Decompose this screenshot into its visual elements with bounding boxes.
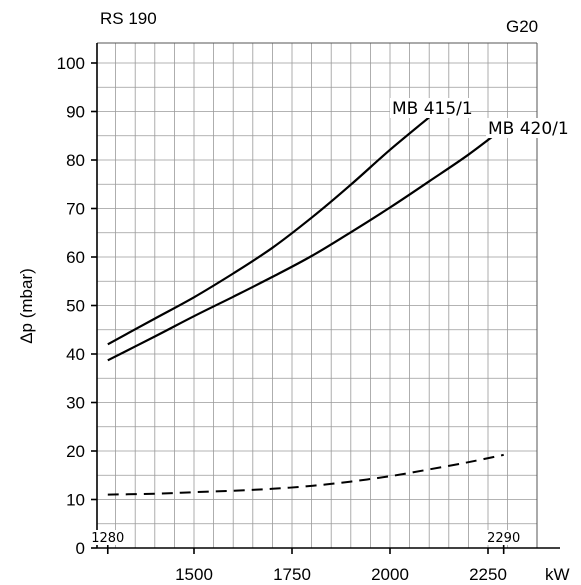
x-range-label-bg (484, 530, 523, 545)
series-label-bg (390, 98, 470, 118)
y-tick-label: 0 (76, 539, 85, 558)
y-tick-label: 40 (66, 345, 85, 364)
y-tick-label: 10 (66, 491, 85, 510)
x-axis-label: kW (545, 565, 570, 584)
series-line-dashed (107, 453, 504, 496)
y-tick-label: 60 (66, 248, 85, 267)
series-label: MB 420/1 (488, 119, 569, 139)
x-tick-label: 1500 (175, 565, 213, 584)
gas-label: G20 (506, 17, 538, 36)
x-tick-label: 2000 (371, 565, 409, 584)
y-tick-label: 70 (66, 200, 85, 219)
x-tick-label: 1750 (273, 565, 311, 584)
y-axis-label: Δp (mbar) (17, 268, 36, 344)
series-group (107, 116, 505, 496)
series-line-mb-420-1 (107, 127, 505, 362)
y-tick-label: 30 (66, 394, 85, 413)
series-label: MB 415/1 (392, 99, 473, 119)
y-tick-label: 90 (66, 103, 85, 122)
x-range-label-bg (88, 530, 127, 545)
x-range-label: 2290 (487, 531, 520, 546)
chart-title: RS 190 (100, 9, 157, 28)
x-tick-label: 2250 (469, 565, 507, 584)
y-tick-label: 20 (66, 442, 85, 461)
y-tick-label: 50 (66, 297, 85, 316)
labels: RS 190 G20 kW Δp (mbar) 0 10 20 30 40 50 60 70 8… (17, 9, 570, 584)
series-label-bg (486, 118, 566, 138)
y-tick-label: 80 (66, 151, 85, 170)
x-range-label: 1280 (91, 531, 124, 546)
series-line-mb-415-1 (107, 116, 430, 346)
y-tick-label: 100 (57, 54, 85, 73)
